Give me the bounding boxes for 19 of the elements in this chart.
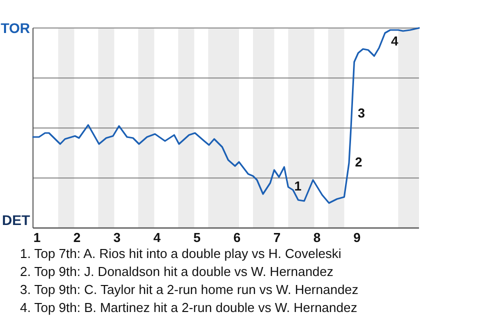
- x-tick-label: 1: [33, 230, 41, 245]
- annotation: 1: [294, 178, 302, 194]
- x-tick-label: 3: [113, 230, 121, 245]
- x-tick-label: 2: [73, 230, 81, 245]
- text: 3. Top 9th: C. Taylor hit a 2-run home run vs W. Hernandez: [20, 282, 358, 297]
- x-tick-label: 8: [313, 230, 321, 245]
- x-tick-label: 5: [193, 230, 201, 245]
- x-tick-label: 9: [353, 230, 361, 245]
- text: TOR: [0, 20, 30, 36]
- annotation: 2: [355, 154, 362, 170]
- annotation: 3: [358, 106, 366, 121]
- x-tick-label: 4: [153, 230, 162, 245]
- text: 4. Top 9th: B. Martinez hit a 2-run double vs W. Hernandez: [20, 300, 358, 315]
- text: DET: [2, 212, 30, 228]
- text: 1. Top 7th: A. Rios hit into a double play vs H. Coveleski: [20, 246, 342, 261]
- annotation: 4: [391, 34, 399, 49]
- text: 2. Top 9th: J. Donaldson hit a double vs W. Hernandez: [20, 264, 334, 279]
- x-tick-label: 7: [273, 230, 281, 245]
- x-tick-label: 6: [233, 230, 241, 245]
